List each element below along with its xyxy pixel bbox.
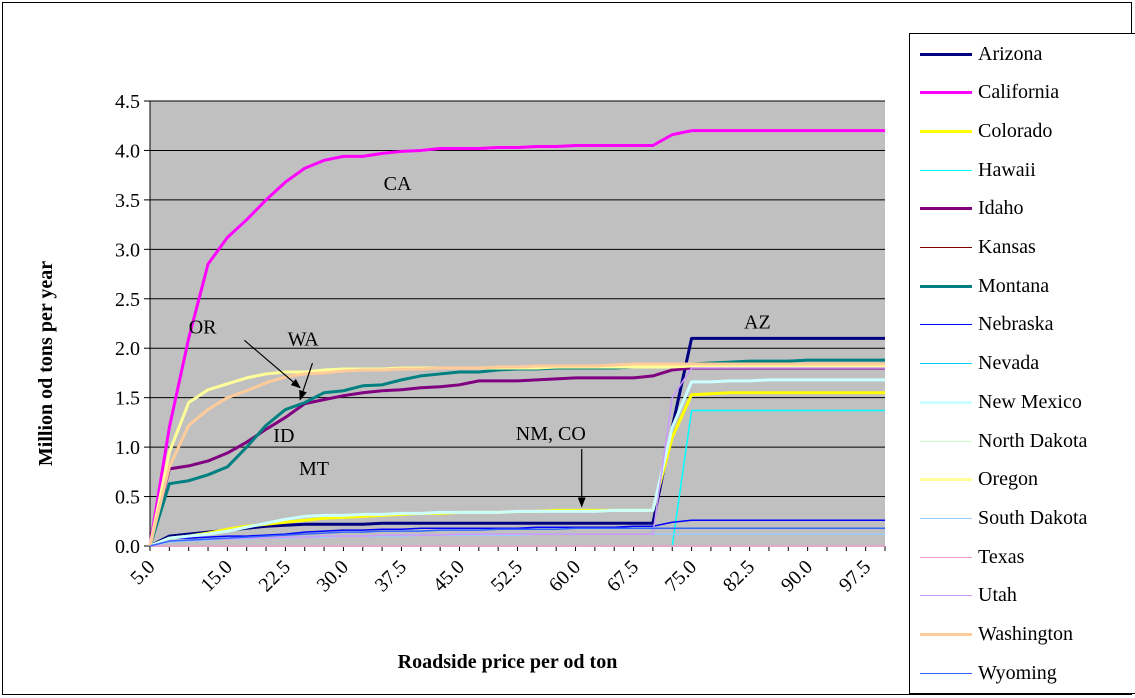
legend-swatch [920, 207, 972, 211]
legend: Arizona California Colorado Hawaii Idaho Kans… [909, 33, 1135, 694]
legend-item: Hawaii [910, 151, 1135, 189]
x-tick-label: 5.0 [126, 556, 159, 589]
legend-item: Washington [910, 616, 1135, 654]
legend-swatch [920, 556, 972, 558]
legend-item: Kansas [910, 229, 1135, 267]
legend-label: Texas [978, 545, 1025, 568]
x-tick-label: 97.5 [835, 556, 875, 596]
legend-item: Montana [910, 267, 1135, 305]
y-tick-label: 2.0 [115, 338, 140, 360]
x-tick-label: 30.0 [313, 556, 353, 596]
legend-label: Idaho [978, 197, 1024, 220]
legend-swatch [920, 91, 972, 95]
legend-label: California [978, 81, 1060, 104]
legend-label: Kansas [978, 236, 1036, 258]
legend-swatch [920, 363, 972, 365]
series-line-utah [149, 367, 885, 547]
y-tick-label: 1.0 [115, 437, 140, 459]
y-tick-label: 4.5 [115, 91, 140, 113]
legend-label: Montana [978, 274, 1050, 297]
y-tick-label: 2.5 [115, 289, 140, 311]
legend-swatch [920, 400, 972, 404]
y-axis-title: Million od tons per year [35, 261, 57, 466]
y-tick-label: 3.0 [115, 239, 140, 261]
legend-swatch [920, 324, 972, 326]
x-tick-label: 52.5 [487, 556, 527, 596]
annotation-label: CA [384, 173, 412, 195]
legend-swatch [920, 129, 972, 133]
legend-item: Nevada [910, 345, 1135, 383]
annotation-label: OR [189, 316, 217, 338]
y-tick-label: 0.5 [115, 487, 140, 509]
legend-swatch [920, 595, 972, 597]
legend-item: Oregon [910, 461, 1135, 499]
x-tick-label: 60.0 [545, 556, 585, 596]
annotation-arrow [299, 362, 314, 401]
legend-swatch [920, 440, 972, 442]
legend-swatch [920, 633, 972, 636]
legend-item: North Dakota [910, 422, 1135, 460]
legend-label: Nevada [978, 352, 1040, 375]
legend-item: Colorado [910, 112, 1135, 150]
x-tick-label: 67.5 [603, 556, 643, 596]
x-tick-label: 37.5 [371, 556, 411, 596]
x-tick-label: 90.0 [777, 556, 817, 596]
legend-label: Colorado [978, 119, 1053, 142]
y-tick-label: 3.5 [115, 190, 140, 212]
legend-label: Wyoming [978, 661, 1057, 684]
grid-lines [150, 100, 885, 498]
legend-item: California [910, 74, 1135, 112]
annotation-label: WA [288, 328, 320, 350]
series-line-arizona [149, 336, 885, 548]
legend-swatch [920, 672, 972, 674]
annotation-label: ID [273, 425, 294, 447]
x-tick-label: 22.5 [255, 556, 295, 596]
x-tick-label: 45.0 [429, 556, 469, 596]
y-tick-label: 4.0 [115, 140, 140, 162]
legend-label: Oregon [978, 468, 1038, 491]
series-line-wyoming [149, 527, 885, 547]
series-line-new-mexico [149, 378, 885, 548]
series-line-nebraska [149, 519, 885, 547]
plot-area [150, 101, 885, 546]
legend-swatch [920, 247, 972, 248]
legend-item: South Dakota [910, 499, 1135, 537]
legend-swatch [920, 284, 972, 288]
legend-item: Arizona [910, 35, 1135, 73]
legend-label: New Mexico [978, 390, 1082, 413]
legend-swatch [920, 517, 972, 519]
x-tick-label: 15.0 [197, 556, 237, 596]
x-tick-label: 82.5 [719, 556, 759, 596]
legend-label: South Dakota [978, 506, 1088, 529]
legend-item: New Mexico [910, 383, 1135, 421]
legend-item: Wyoming [910, 654, 1135, 692]
legend-item: Texas [910, 538, 1135, 576]
series-lines [148, 129, 885, 548]
annotation-label: AZ [744, 311, 771, 333]
annotation-label: NM, CO [516, 423, 586, 445]
legend-item: Utah [910, 577, 1135, 615]
legend-label: Nebraska [978, 313, 1054, 336]
y-tick-label: 1.5 [115, 388, 140, 410]
legend-label: Hawaii [978, 158, 1036, 181]
legend-swatch [920, 478, 972, 482]
legend-item: Idaho [910, 190, 1135, 228]
series-line-california [148, 129, 885, 547]
y-tick-label: 0.0 [115, 536, 140, 558]
legend-swatch [920, 52, 972, 56]
legend-label: Utah [978, 584, 1017, 607]
legend-item: Nebraska [910, 306, 1135, 344]
x-tick-label: 75.0 [661, 556, 701, 596]
x-axis-title: Roadside price per od ton [398, 651, 618, 673]
series-line-washington [148, 362, 885, 547]
legend-label: Arizona [978, 42, 1043, 65]
legend-swatch [920, 169, 972, 171]
annotation-arrow [244, 339, 301, 389]
legend-label: North Dakota [978, 429, 1088, 452]
annotation-label: MT [299, 458, 329, 480]
legend-label: Washington [978, 623, 1074, 645]
